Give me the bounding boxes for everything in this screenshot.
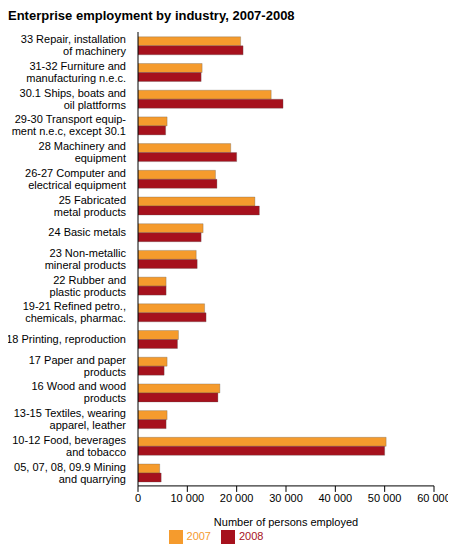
svg-text:0: 0 [135,492,141,504]
svg-text:17 Paper and paperproducts: 17 Paper and paperproducts [29,354,127,378]
svg-text:18 Printing, reproduction: 18 Printing, reproduction [8,333,126,345]
svg-text:24 Basic metals: 24 Basic metals [48,226,126,238]
svg-text:29-30 Transport equip-ment n.e: 29-30 Transport equip-ment n.e.c, except… [12,113,127,137]
svg-text:31-32 Furniture andmanufacturi: 31-32 Furniture andmanufacturing n.e.c. [26,60,126,84]
svg-text:10-12 Food, beveragesand tobac: 10-12 Food, beveragesand tobacco [12,434,126,458]
html-text:Enterprise employment by indus: Enterprise employment by industry, 2007-… [8,8,295,23]
svg-text:28 Machinery andequipment: 28 Machinery andequipment [39,140,126,164]
svg-text:50 000: 50 000 [368,492,402,504]
svg-text:25 Fabricatedmetal products: 25 Fabricatedmetal products [54,194,127,218]
svg-text:33 Repair, installationof mach: 33 Repair, installationof machinery [21,33,127,57]
svg-text:26-27 Computer andelectrical e: 26-27 Computer andelectrical equipment [25,167,126,191]
svg-text:10 000: 10 000 [171,492,205,504]
svg-text:13-15 Textiles, wearingapparel: 13-15 Textiles, wearingapparel, leather [14,407,127,431]
svg-text:16 Wood and woodproducts: 16 Wood and woodproducts [31,380,126,404]
svg-text:40 000: 40 000 [319,492,353,504]
svg-text:23 Non-metallicmineral product: 23 Non-metallicmineral products [45,247,127,271]
svg-text:Number of persons employed: Number of persons employed [214,516,358,528]
svg-text:60 000: 60 000 [417,492,448,504]
html-text:2008: 2008 [239,529,264,542]
html-text:2007: 2007 [186,529,211,542]
svg-text:05, 07, 08, 09.9 Miningand qua: 05, 07, 08, 09.9 Miningand quarrying [14,461,126,485]
svg-text:19-21 Refined petro.,chemicals: 19-21 Refined petro.,chemicals, pharmac. [23,300,126,324]
svg-text:20 000: 20 000 [220,492,254,504]
svg-text:22 Rubber andplastic products: 22 Rubber andplastic products [50,274,127,298]
svg-text:30 000: 30 000 [269,492,303,504]
svg-text:30.1 Ships, boats andoil platt: 30.1 Ships, boats andoil plattforms [20,87,127,111]
